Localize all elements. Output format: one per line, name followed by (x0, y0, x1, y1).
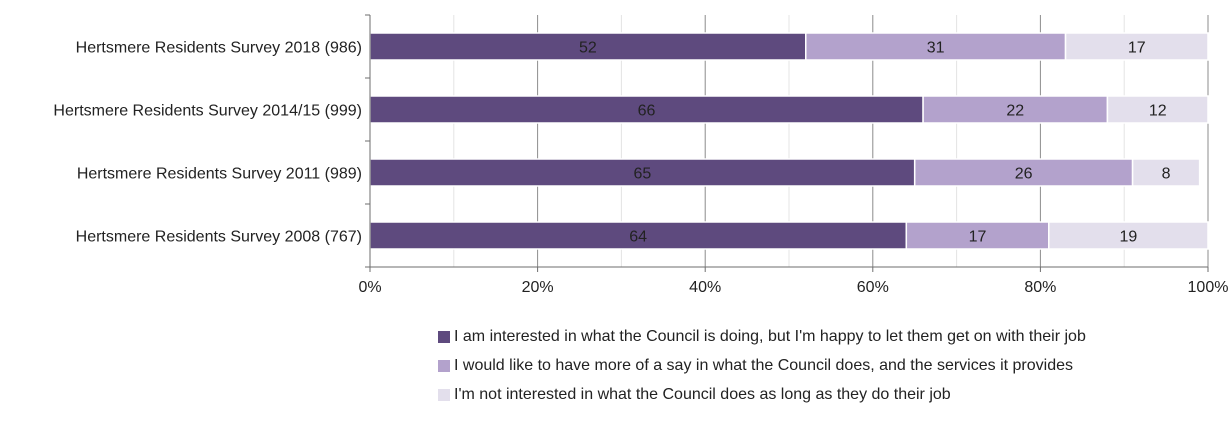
legend-label-0: I am interested in what the Council is d… (454, 327, 1086, 345)
data-label-1-0: 66 (638, 103, 656, 120)
stacked-bar-chart: 52 31 17 Hertsmere Residents Survey 2018 (9… (53, 14, 1228, 297)
bar-segment-3-2 (1048, 221, 1209, 250)
bar-segment-1-2 (1106, 95, 1209, 124)
axes (365, 14, 1209, 272)
legend-swatch-1 (438, 359, 450, 372)
legend-item-2: I'm not interested in what the Council d… (438, 380, 1086, 409)
legend-item-0: I am interested in what the Council is d… (438, 322, 1086, 351)
legend: I am interested in what the Council is d… (438, 322, 1086, 409)
bar-segment-1-0 (369, 95, 924, 124)
data-label-1-1: 22 (1006, 103, 1024, 120)
data-label-2-2: 8 (1162, 166, 1171, 183)
data-label-1-2: 12 (1149, 103, 1167, 120)
bar-segment-2-0 (369, 158, 916, 187)
data-label-2-1: 26 (1015, 166, 1033, 183)
data-label-2-0: 65 (633, 166, 651, 183)
category-label-3: Hertsmere Residents Survey 2008 (767) (76, 229, 362, 246)
legend-label-1: I would like to have more of a say in wh… (454, 356, 1073, 374)
bar-segment-1-1 (922, 95, 1109, 124)
data-label-0-0: 52 (579, 40, 597, 57)
x-tick-label-3: 60% (857, 279, 889, 296)
legend-swatch-2 (438, 388, 450, 401)
bar-segment-2-2 (1131, 158, 1201, 187)
bar-segment-3-1 (905, 221, 1050, 250)
x-tick-label-5: 100% (1188, 279, 1229, 296)
data-label-0-2: 17 (1128, 40, 1146, 57)
data-label-3-2: 19 (1119, 229, 1137, 246)
data-label-0-1: 31 (927, 40, 945, 57)
bar-segment-0-0 (369, 32, 807, 61)
bars (369, 32, 1209, 250)
x-tick-label-1: 20% (522, 279, 554, 296)
category-label-2: Hertsmere Residents Survey 2011 (989) (77, 166, 362, 183)
x-tick-label-4: 80% (1024, 279, 1056, 296)
labels: 52 31 17 Hertsmere Residents Survey 2018 (9… (53, 40, 1228, 297)
x-tick-label-2: 40% (689, 279, 721, 296)
legend-swatch-0 (438, 330, 450, 343)
data-label-3-1: 17 (969, 229, 987, 246)
bar-segment-0-1 (805, 32, 1067, 61)
legend-item-1: I would like to have more of a say in wh… (438, 351, 1086, 380)
bar-segment-0-2 (1064, 32, 1209, 61)
x-tick-label-0: 0% (358, 279, 381, 296)
category-label-0: Hertsmere Residents Survey 2018 (986) (76, 40, 362, 57)
legend-label-2: I'm not interested in what the Council d… (454, 385, 951, 403)
category-label-1: Hertsmere Residents Survey 2014/15 (999) (53, 103, 362, 120)
data-label-3-0: 64 (629, 229, 647, 246)
